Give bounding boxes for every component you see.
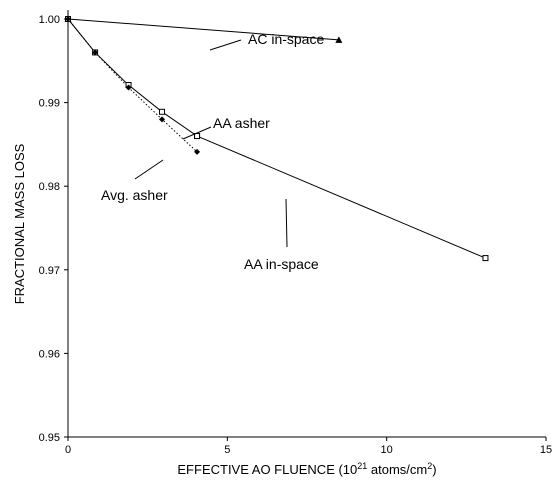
annotation-aa-asher: AA asher [213,115,270,131]
x-axis-title: EFFECTIVE AO FLUENCE (1021 atoms/cm2) [177,461,436,477]
y-tick-label: 0.97 [39,265,60,277]
leader-ac-in-space [209,39,242,51]
annotation-avg-asher: Avg. asher [101,187,168,203]
y-axis-title: FRACTIONAL MASS LOSS [12,143,27,304]
ticks: 0.95 0.96 0.97 0.98 0.99 1.00 0 5 10 15 [39,14,552,456]
point-avg-asher [159,116,166,123]
axes [67,10,546,438]
x-axis-title-exp: 21 [357,461,367,471]
annotation-leaders [134,39,288,248]
y-tick-label: 0.98 [39,181,60,193]
point-avg-asher [65,16,71,22]
markers [64,15,489,262]
series-line-avg-asher [67,18,198,153]
point-ac-in-space [335,36,343,43]
series-line-ac-in-space [67,18,339,41]
annotation-aa-in-space: AA in-space [244,256,319,272]
point-aa-in-space [194,133,201,140]
annotation-ac-in-space: AC in-space [248,31,324,47]
point-aa-in-space [482,255,489,262]
x-tick-label: 15 [540,444,552,456]
y-tick-label: 0.96 [39,348,60,360]
point-avg-asher [92,49,99,56]
series-lines [67,18,486,259]
y-tick-label: 1.00 [39,14,60,26]
point-avg-asher [194,148,201,155]
series-line-aa-in-space [196,135,486,259]
x-axis-title-close: ) [432,462,436,477]
leader-aa-asher [182,126,212,140]
x-tick-label: 10 [381,444,393,456]
x-axis-title-main: EFFECTIVE AO FLUENCE (10 [177,462,357,477]
series-line-aa-asher [67,18,198,137]
point-aa-asher [159,108,166,115]
point-avg-asher [125,84,132,91]
x-tick-label: 0 [65,444,71,456]
x-axis-title-unit-exp: 2 [427,461,432,471]
y-tick-label: 0.99 [39,98,60,110]
leader-avg-asher [134,159,164,180]
y-tick-label: 0.95 [39,432,60,444]
x-axis-title-unit: atoms/cm [367,462,427,477]
x-tick-label: 5 [224,444,230,456]
leader-aa-in-space [285,198,288,248]
